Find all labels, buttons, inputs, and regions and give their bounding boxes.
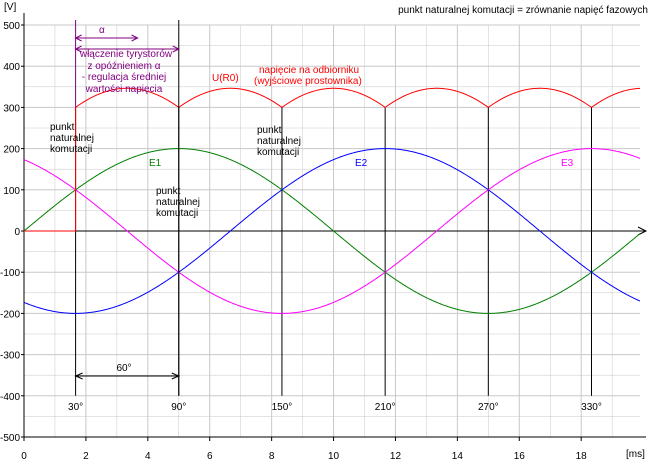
y-tick-label: -300 — [0, 351, 20, 362]
series-line-e1 — [23, 148, 641, 314]
x-tick-label: 8 — [269, 451, 275, 462]
commutation-label-3-line-3: komutacji — [156, 208, 198, 219]
thyristor-arrowhead-left — [74, 45, 82, 53]
thyristor-arrowhead-right — [172, 45, 180, 53]
x-tick-label: 4 — [145, 451, 151, 462]
x-tick-label: 16 — [514, 451, 526, 462]
plot-frame — [23, 13, 646, 438]
alpha-symbol: α — [99, 25, 105, 36]
series — [23, 87, 641, 314]
y-tick-label: 400 — [3, 62, 20, 73]
series-line-e2 — [23, 148, 641, 314]
sixty-arrowhead-right — [171, 372, 181, 380]
thyristor-text-line-4: wartości napięcia — [85, 84, 163, 95]
x-tick-label: 14 — [452, 451, 464, 462]
x-tick-label: 18 — [576, 451, 588, 462]
commutation-degree-label: 30° — [68, 402, 83, 413]
commutation-degree-label: 330° — [581, 402, 602, 413]
zero-axis-arrow — [637, 226, 648, 236]
commutation-degree-label: 90° — [171, 402, 186, 413]
series-label-e3: E3 — [561, 158, 574, 169]
commutation-label-1-line-1: punkt — [50, 122, 75, 133]
series-label-e2: E2 — [355, 158, 368, 169]
x-axis-label: [ms] — [626, 449, 645, 460]
x-tick-label: 10 — [328, 451, 340, 462]
thyristor-text-line-1: włączenie tyrystorów — [79, 49, 173, 60]
x-tick-label: 6 — [207, 451, 213, 462]
commutation-label-2-line-1: punkt — [257, 125, 282, 136]
x-tick-label: 2 — [83, 451, 89, 462]
y-tick-label: -200 — [0, 309, 20, 320]
y-tick-label: -500 — [0, 433, 20, 444]
y-tick-label: 300 — [3, 103, 20, 114]
chart-title: punkt naturalnej komutacji = zrównanie n… — [398, 5, 648, 16]
sixty-arrowhead-left — [74, 372, 83, 380]
thyristor-text-line-2: z opóźnieniem α — [87, 61, 160, 72]
commutation-label-1-line-3: komutacji — [50, 144, 92, 155]
x-tick-label: 0 — [21, 451, 27, 462]
load-voltage-desc-line-1: napięcie na odbiorniku — [259, 65, 359, 76]
commutation-degree-label: 210° — [375, 402, 396, 413]
alpha-arrowhead-right — [131, 34, 139, 42]
sixty-degree-label: 60° — [116, 363, 131, 374]
y-tick-label: 200 — [3, 145, 20, 156]
thyristor-text-line-3: - regulacja średniej — [82, 72, 167, 83]
axes — [24, 226, 648, 236]
y-tick-label: 500 — [3, 21, 20, 32]
commutation-label-1-line-2: naturalnej — [50, 133, 94, 144]
x-tick-label: 12 — [390, 451, 402, 462]
commutation-label-3-line-2: naturalnej — [156, 197, 200, 208]
y-tick-label: 0 — [14, 227, 20, 238]
commutation-label-2-line-2: naturalnej — [257, 136, 301, 147]
commutation-label-2-line-3: komutacji — [257, 147, 299, 158]
y-tick-label: 100 — [3, 186, 20, 197]
annotations — [74, 20, 181, 396]
load-voltage-label: U(R0) — [212, 73, 239, 84]
commutation-degree-label: 150° — [272, 402, 293, 413]
series-line-e3 — [23, 148, 641, 314]
commutation-degree-label: 270° — [478, 402, 499, 413]
alpha-arrowhead-left — [74, 34, 82, 42]
commutation-label-3-line-1: punkt — [156, 186, 181, 197]
load-voltage-desc-line-2: (wyjściowe prostownika) — [254, 76, 362, 87]
y-tick-label: -400 — [0, 392, 20, 403]
y-axis-label: [V] — [4, 2, 16, 13]
series-line-u-r0 — [24, 87, 641, 232]
series-label-e1: E1 — [149, 158, 162, 169]
y-tick-label: -100 — [0, 268, 20, 279]
